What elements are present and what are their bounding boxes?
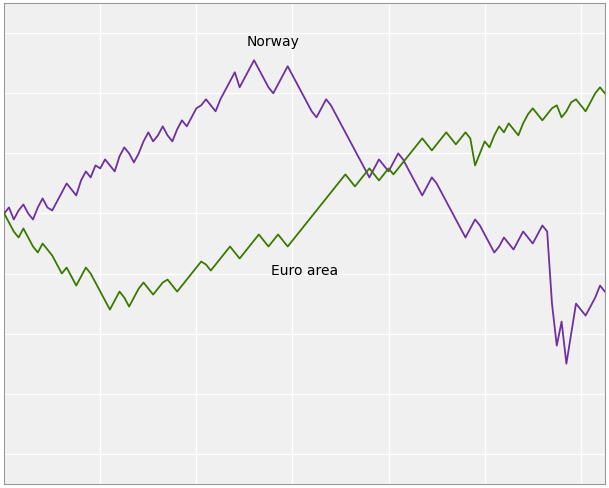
Text: Norway: Norway <box>247 35 299 49</box>
Text: Euro area: Euro area <box>270 263 338 277</box>
